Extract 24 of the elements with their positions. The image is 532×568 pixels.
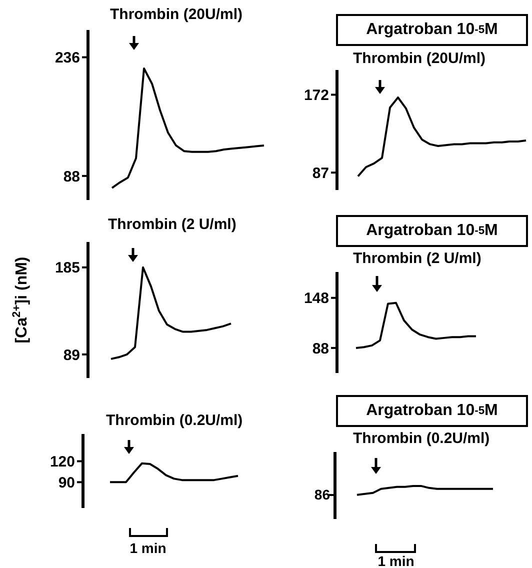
text: 1 min (130, 540, 166, 557)
chart-subtitle: Thrombin (0.2U/ml) (353, 430, 490, 447)
chart-title: Thrombin (20U/ml) (110, 6, 243, 23)
chart-subtitle: Thrombin (2 U/ml) (353, 250, 482, 267)
y-tick-label: 89 (63, 346, 80, 364)
y-tick-label: 236 (54, 50, 80, 67)
line-series (355, 302, 477, 349)
chart-title: Thrombin (0.2U/ml) (106, 412, 243, 429)
line-series (357, 96, 527, 178)
line-series (109, 462, 239, 484)
y-tick-label: 185 (54, 260, 80, 277)
text: 1 min (378, 553, 414, 568)
y-tick-label: 88 (63, 168, 80, 186)
line-series (110, 266, 232, 360)
y-tick-label: 87 (312, 164, 329, 182)
y-tick-label: 88 (312, 340, 329, 358)
y-tick-label: 90 (58, 474, 75, 492)
text: 86 (314, 486, 330, 504)
y-tick-label: 172 (304, 87, 329, 104)
y-tick-label: 148 (304, 290, 329, 308)
chart-title: Thrombin (2 U/ml) (108, 216, 236, 233)
line-series (111, 67, 265, 189)
chart-subtitle: Thrombin (20U/ml) (353, 50, 486, 67)
y-tick-label: 120 (50, 454, 75, 471)
